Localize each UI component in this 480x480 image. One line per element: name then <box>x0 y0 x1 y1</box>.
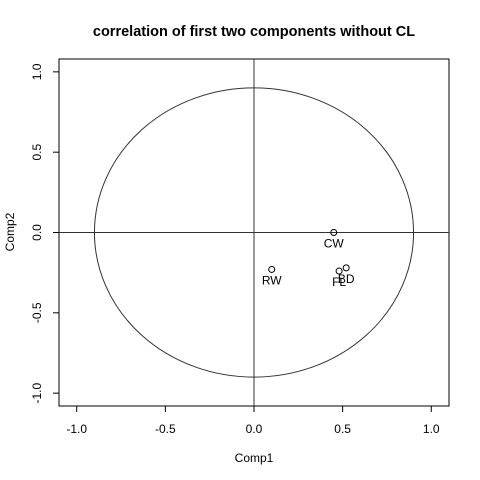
x-tick-label: 0.5 <box>334 422 351 436</box>
x-tick-label: 0.0 <box>246 422 263 436</box>
point-fl <box>335 267 343 275</box>
y-axis-label: Comp2 <box>3 212 17 251</box>
x-tick-label: 1.0 <box>423 422 440 436</box>
point-bd <box>342 264 350 272</box>
y-tick-label: 1.0 <box>30 63 44 80</box>
x-tick-label: -1.0 <box>66 422 87 436</box>
x-axis: -1.0 -0.5 0.0 0.5 1.0 <box>66 406 440 436</box>
point-cw <box>330 229 338 236</box>
point-label-rw: RW <box>262 273 282 287</box>
point-label-fl: FL <box>332 275 346 289</box>
point-rw <box>268 265 276 273</box>
y-tick-label: 0.5 <box>30 144 44 161</box>
chart-title: correlation of first two components with… <box>93 24 415 40</box>
y-axis: -1.0 -0.5 0.0 0.5 1.0 <box>30 63 59 403</box>
y-tick-label: -0.5 <box>30 302 44 323</box>
point-label-cw: CW <box>324 237 345 251</box>
point-label-bd: BD <box>338 272 355 286</box>
x-tick-label: -0.5 <box>155 422 176 436</box>
x-axis-label: Comp1 <box>235 451 274 465</box>
y-tick-label: -1.0 <box>30 382 44 403</box>
y-tick-label: 0.0 <box>30 224 44 241</box>
